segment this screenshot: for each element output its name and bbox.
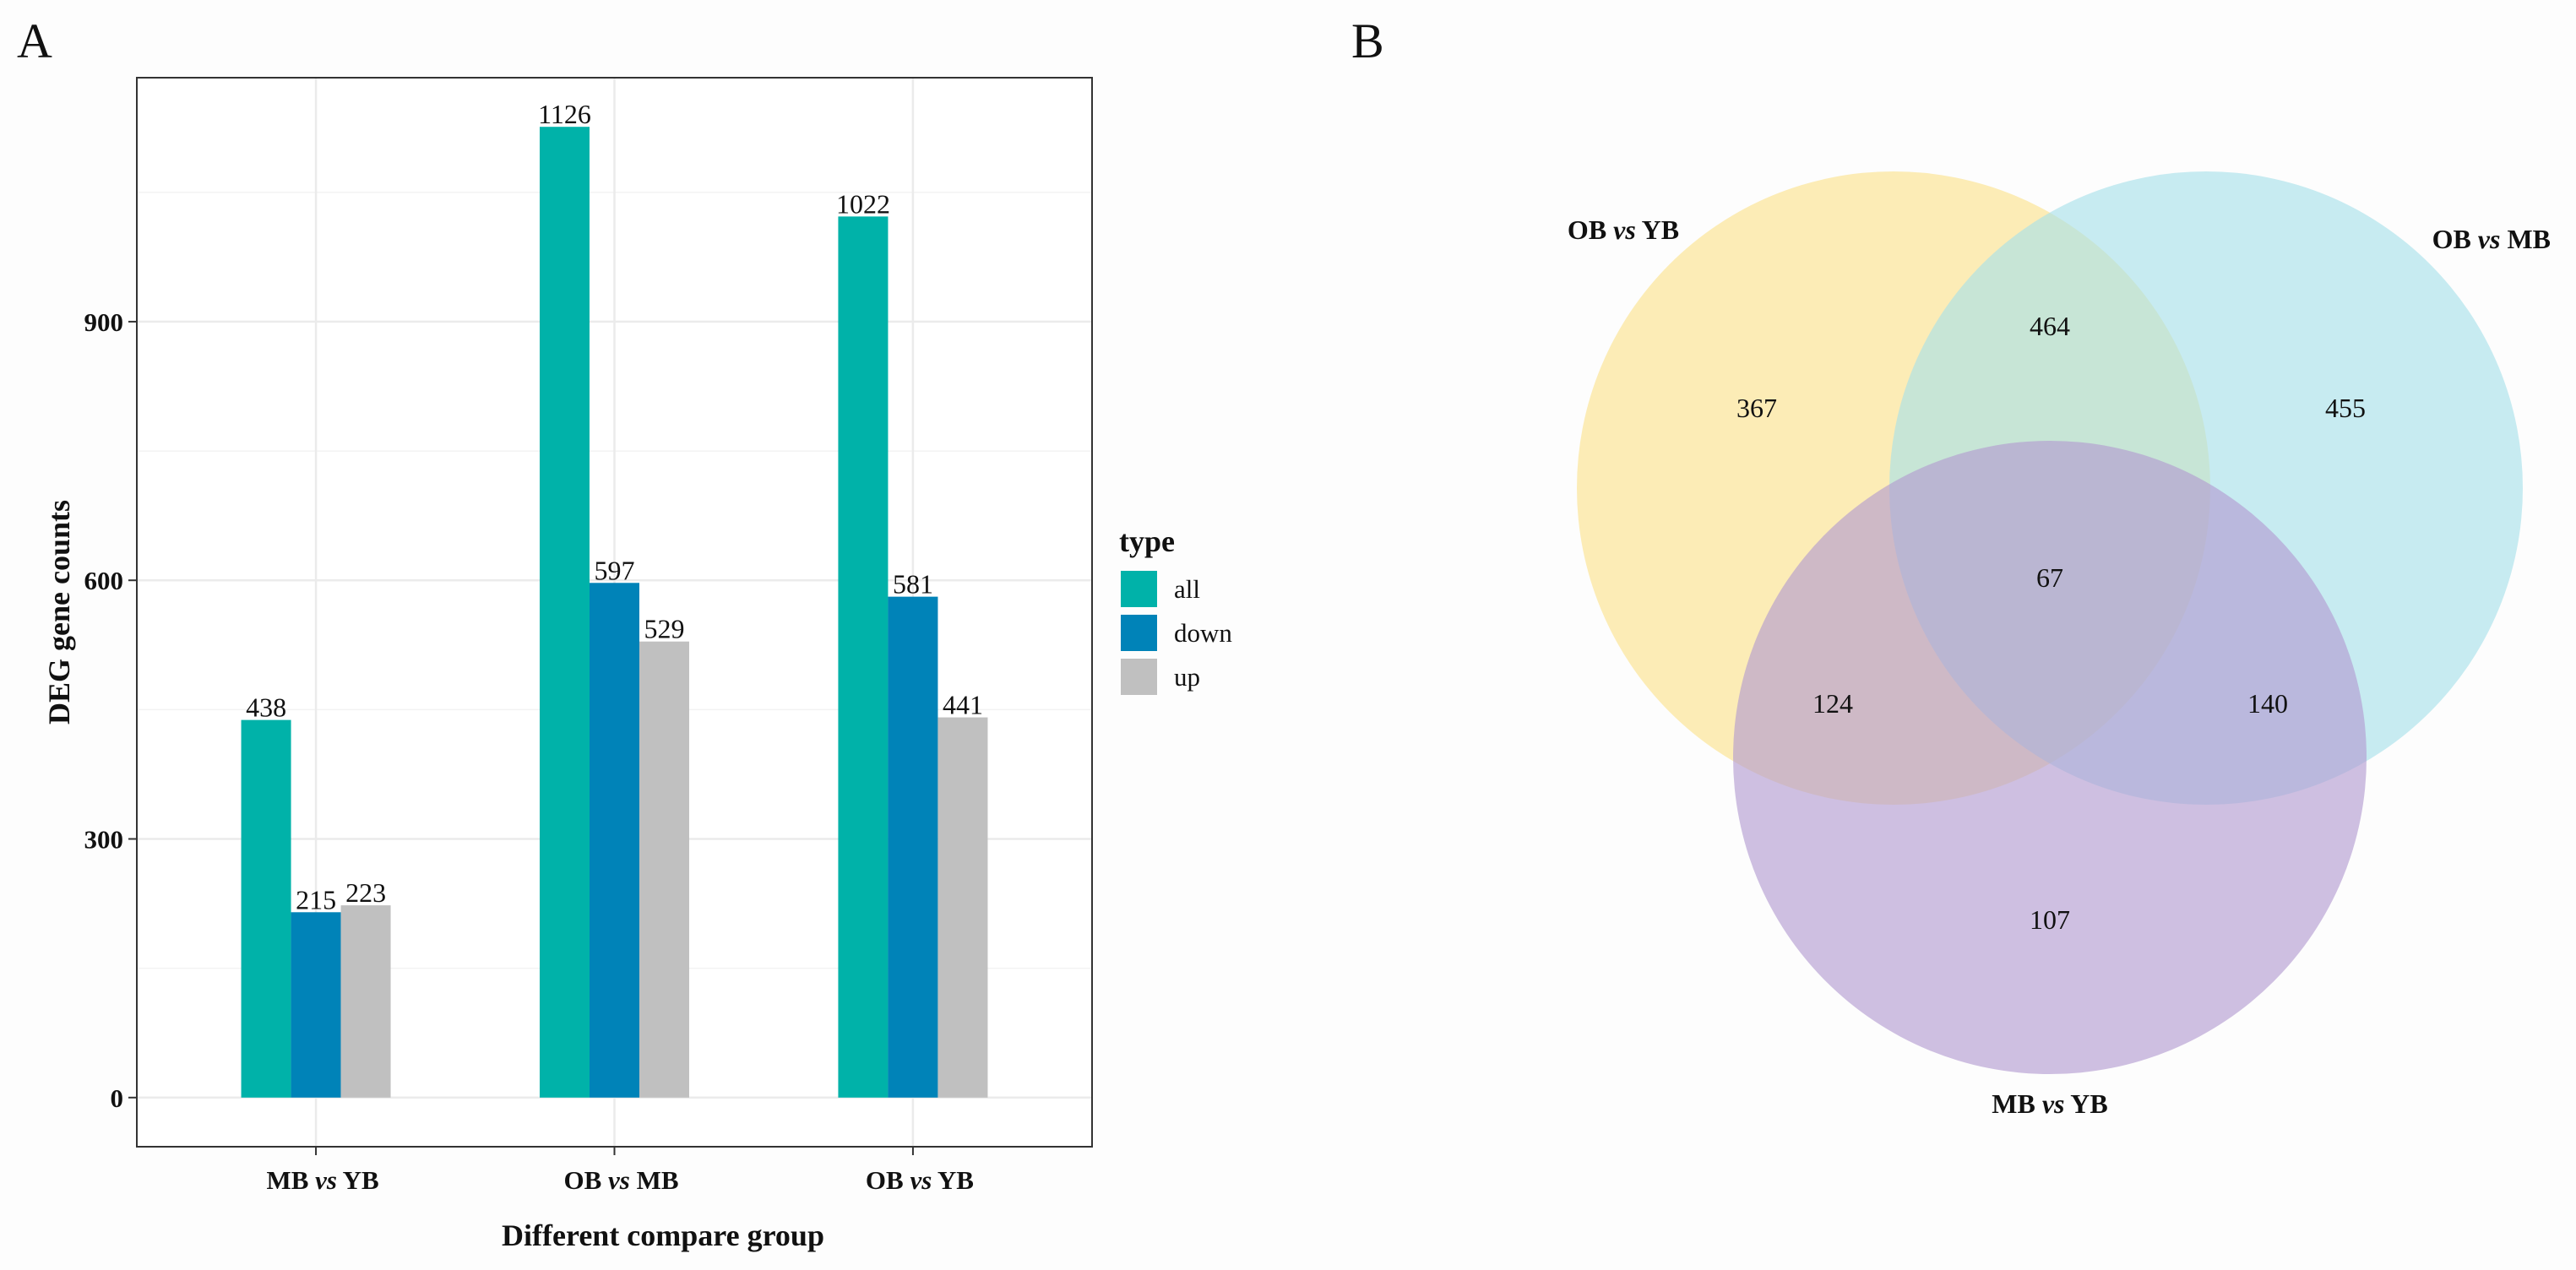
legend-swatch-all: [1121, 571, 1157, 607]
panel-label-b: B: [1351, 14, 1384, 68]
y-tick-label: 600: [84, 566, 124, 595]
venn-region-count: 107: [2030, 904, 2070, 935]
panel-a-bar-chart: A 438 215 223 1126 597 529 1022 581 441 0 300 600 9…: [17, 14, 1232, 1252]
bar-value-label: 529: [644, 614, 685, 644]
x-tick-label: OB vs YB: [866, 1165, 974, 1195]
bar-up: [639, 641, 689, 1098]
x-axis-title: Different compare group: [502, 1218, 824, 1252]
venn-circle-3: [1733, 441, 2367, 1074]
bar-value-label: 438: [246, 692, 286, 723]
y-axis: 0 300 600 900: [84, 307, 137, 1113]
bar-value-label: 581: [893, 569, 933, 600]
bar-value-label: 1126: [538, 99, 591, 129]
venn-set-label-2: OB vs MB: [2432, 224, 2551, 254]
y-tick-label: 0: [111, 1083, 124, 1113]
bar-down: [888, 596, 938, 1098]
venn-region-counts: 367 455 107 464 124 140 67: [1736, 311, 2366, 935]
legend-swatch-up: [1121, 659, 1157, 695]
bar-down: [590, 583, 639, 1098]
legend-label-all: all: [1174, 574, 1200, 604]
bars: [241, 127, 988, 1098]
legend-title: type: [1119, 524, 1175, 558]
bar-value-label: 223: [345, 877, 386, 908]
bar-value-label: 1022: [836, 188, 890, 219]
venn-set-label-3: MB vs YB: [1992, 1088, 2107, 1119]
bar-up: [340, 905, 391, 1098]
bar-labels: 438 215 223 1126 597 529 1022 581 441: [246, 99, 983, 915]
venn-set-labels: OB vs YB OB vs MB MB vs YB: [1568, 214, 2551, 1119]
bar-all: [241, 719, 291, 1098]
venn-region-count: 455: [2325, 393, 2366, 423]
x-axis: MB vs YB OB vs MB OB vs YB: [266, 1147, 974, 1195]
bar-value-label: 441: [943, 690, 983, 720]
bar-all: [838, 216, 889, 1098]
venn-region-count: 464: [2030, 311, 2070, 341]
venn-region-count: 67: [2036, 562, 2063, 593]
venn-circles: [1577, 171, 2523, 1074]
x-tick-label: OB vs MB: [563, 1165, 678, 1195]
bar-all: [540, 127, 590, 1098]
legend-label-down: down: [1174, 618, 1232, 648]
bar-up: [937, 717, 988, 1098]
legend-swatch-down: [1121, 615, 1157, 651]
panel-label-a: A: [17, 14, 52, 68]
legend: type all down up: [1119, 524, 1232, 695]
legend-label-up: up: [1174, 662, 1200, 692]
bar-down: [291, 912, 341, 1098]
venn-region-count: 367: [1736, 393, 1777, 423]
panel-b-venn-diagram: B OB vs YB OB vs MB MB vs YB 367 455 107 464 1…: [1351, 14, 2551, 1119]
bar-value-label: 215: [296, 884, 336, 915]
venn-set-label-1: OB vs YB: [1568, 214, 1679, 245]
venn-region-count: 124: [1812, 688, 1853, 719]
y-tick-label: 900: [84, 307, 124, 337]
x-tick-label: MB vs YB: [266, 1165, 378, 1195]
venn-region-count: 140: [2247, 688, 2288, 719]
bar-value-label: 597: [595, 555, 635, 585]
y-axis-title: DEG gene counts: [42, 500, 76, 725]
y-tick-label: 300: [84, 825, 124, 855]
